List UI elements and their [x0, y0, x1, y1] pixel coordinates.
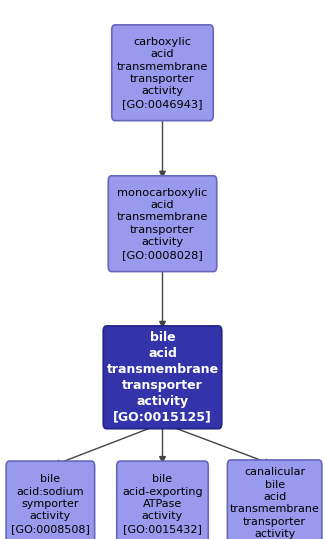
Text: carboxylic
acid
transmembrane
transporter
activity
[GO:0046943]: carboxylic acid transmembrane transporte…	[117, 37, 208, 109]
Text: bile
acid:sodium
symporter
activity
[GO:0008508]: bile acid:sodium symporter activity [GO:…	[11, 474, 90, 534]
Text: bile
acid-exporting
ATPase
activity
[GO:0015432]: bile acid-exporting ATPase activity [GO:…	[122, 474, 203, 534]
FancyBboxPatch shape	[227, 460, 322, 539]
FancyBboxPatch shape	[112, 25, 213, 121]
Text: canalicular
bile
acid
transmembrane
transporter
activity
[GO:0015126]: canalicular bile acid transmembrane tran…	[230, 467, 319, 539]
FancyBboxPatch shape	[117, 461, 208, 539]
Text: bile
acid
transmembrane
transporter
activity
[GO:0015125]: bile acid transmembrane transporter acti…	[107, 331, 218, 424]
FancyBboxPatch shape	[6, 461, 95, 539]
FancyBboxPatch shape	[103, 326, 222, 429]
FancyBboxPatch shape	[108, 176, 217, 272]
Text: monocarboxylic
acid
transmembrane
transporter
activity
[GO:0008028]: monocarboxylic acid transmembrane transp…	[117, 188, 208, 260]
